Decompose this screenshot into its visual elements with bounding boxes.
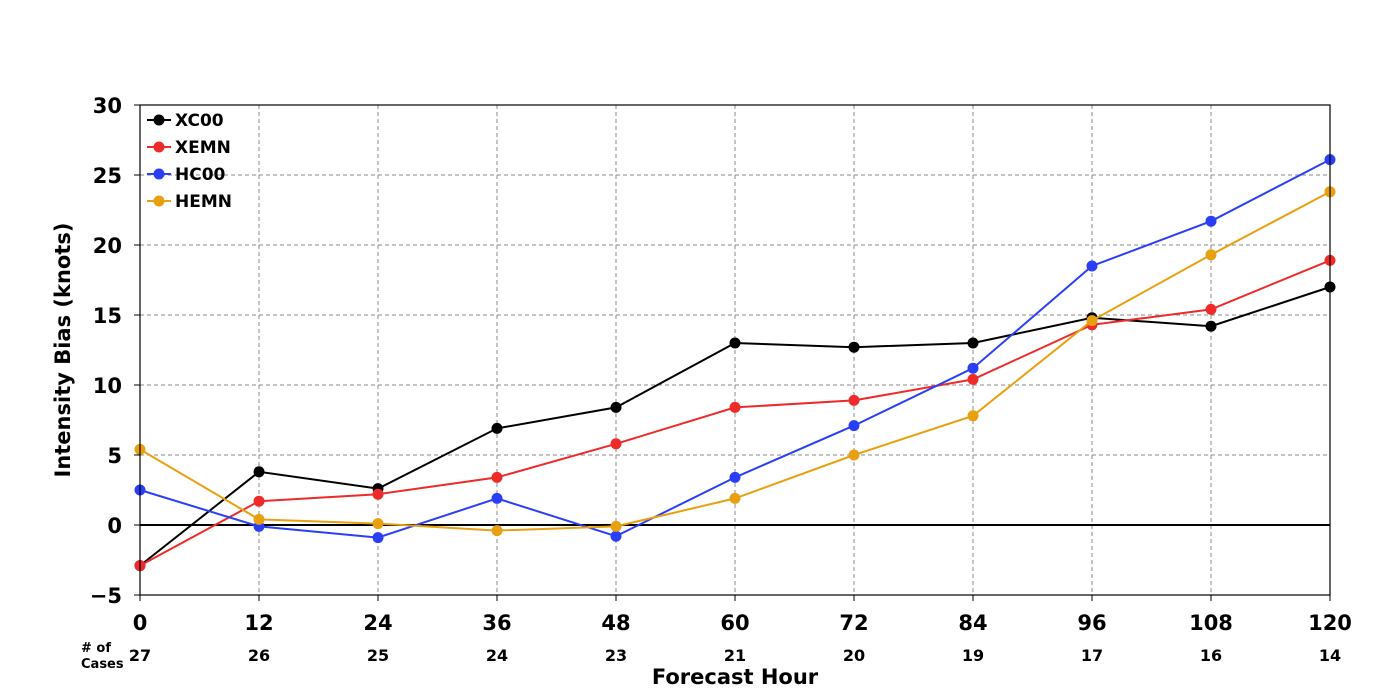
legend-item-xemn: XEMN: [147, 138, 231, 158]
data-point-hemn: [253, 513, 265, 525]
data-point-hemn: [967, 410, 979, 422]
y-axis-ticks: −5 0 5 10 15 20 25 30: [90, 94, 140, 608]
legend-item-hemn: HEMN: [147, 192, 232, 212]
legend-marker: [153, 195, 165, 207]
data-point-hemn: [729, 492, 741, 504]
data-point-xc00: [491, 422, 503, 434]
data-point-hc00: [610, 530, 622, 542]
data-point-hc00: [491, 492, 503, 504]
data-point-hc00: [848, 420, 860, 432]
data-point-xemn: [610, 438, 622, 450]
x-tick-label: 72: [839, 611, 868, 635]
cases-row: # of Cases 27 26 25 24 23 21 20 19 17 16 14: [81, 641, 1341, 672]
data-point-xemn: [253, 495, 265, 507]
data-point-hemn: [372, 518, 384, 530]
data-point-xc00: [729, 337, 741, 349]
data-point-xc00: [253, 466, 265, 478]
data-point-hc00: [1086, 260, 1098, 272]
data-point-hc00: [1205, 215, 1217, 227]
legend-item-xc00: XC00: [147, 111, 224, 131]
x-tick-label: 0: [133, 611, 148, 635]
data-point-hemn: [1086, 315, 1098, 327]
series-group: [134, 154, 1336, 572]
legend-label: XEMN: [175, 138, 231, 158]
x-tick-label: 12: [244, 611, 273, 635]
cases-count: 23: [605, 646, 627, 665]
legend-marker: [153, 114, 165, 126]
data-point-xc00: [848, 341, 860, 353]
legend-label: HC00: [175, 165, 226, 185]
x-tick-label: 120: [1308, 611, 1352, 635]
y-tick-label: 20: [93, 234, 122, 258]
cases-label-line2: Cases: [81, 657, 124, 672]
x-axis-ticks: 0 12 24 36 48 60 72 84 96 108 120: [133, 595, 1352, 635]
y-tick-label: 10: [93, 374, 122, 398]
x-axis-title: Forecast Hour: [652, 665, 819, 689]
cases-count: 21: [724, 646, 746, 665]
x-tick-label: 96: [1077, 611, 1106, 635]
cases-count: 19: [962, 646, 984, 665]
data-point-xemn: [372, 488, 384, 500]
y-tick-label: 15: [93, 304, 122, 328]
cases-count: 20: [843, 646, 865, 665]
x-tick-label: 24: [363, 611, 392, 635]
data-point-xc00: [610, 401, 622, 413]
grid: [140, 105, 1330, 595]
x-tick-label: 108: [1189, 611, 1233, 635]
x-tick-label: 60: [720, 611, 749, 635]
cases-count: 16: [1200, 646, 1222, 665]
y-tick-label: 25: [93, 164, 122, 188]
legend: XC00 XEMN HC00 HEMN: [147, 111, 232, 212]
legend-label: XC00: [175, 111, 224, 131]
legend-item-hc00: HC00: [147, 165, 226, 185]
data-point-hc00: [729, 471, 741, 483]
legend-marker: [153, 141, 165, 153]
cases-count: 26: [248, 646, 270, 665]
data-point-xemn: [967, 373, 979, 385]
data-point-hc00: [967, 362, 979, 374]
data-point-hemn: [491, 525, 503, 537]
data-point-hemn: [610, 520, 622, 532]
cases-count: 24: [486, 646, 508, 665]
cases-count: 14: [1319, 646, 1341, 665]
data-point-xemn: [1205, 303, 1217, 315]
data-point-hc00: [372, 532, 384, 544]
x-tick-label: 84: [958, 611, 987, 635]
y-axis-title: Intensity Bias (knots): [51, 223, 75, 478]
cases-label-line1: # of: [81, 641, 111, 656]
y-tick-label: 30: [93, 94, 122, 118]
y-tick-label: 5: [107, 444, 122, 468]
y-tick-label: −5: [90, 584, 122, 608]
data-point-xemn: [491, 471, 503, 483]
x-tick-label: 48: [601, 611, 630, 635]
cases-count: 25: [367, 646, 389, 665]
legend-marker: [153, 168, 165, 180]
series-hc00: [134, 154, 1336, 544]
data-point-hemn: [1205, 249, 1217, 261]
data-point-xc00: [967, 337, 979, 349]
x-tick-label: 36: [482, 611, 511, 635]
data-point-hemn: [848, 449, 860, 461]
y-tick-label: 0: [107, 514, 122, 538]
cases-count: 17: [1081, 646, 1103, 665]
data-point-xemn: [848, 394, 860, 406]
data-point-xc00: [1205, 320, 1217, 332]
cases-count: 27: [129, 646, 151, 665]
legend-label: HEMN: [175, 192, 232, 212]
data-point-xemn: [729, 401, 741, 413]
